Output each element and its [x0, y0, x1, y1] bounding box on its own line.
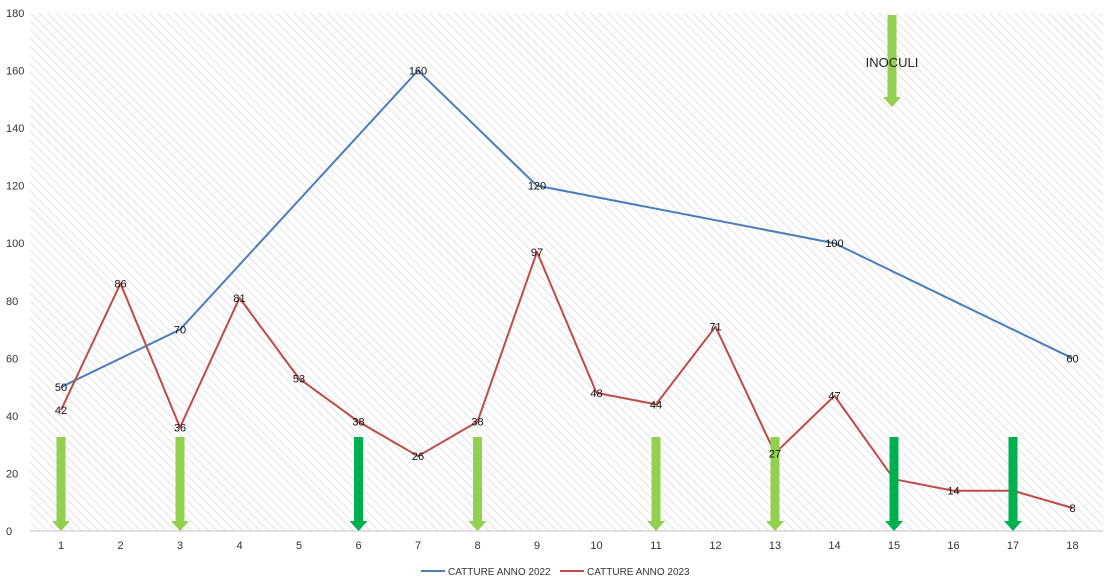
series-lines — [60, 69, 1073, 509]
inoculation-arrow-3 — [171, 437, 189, 531]
x-tick-label: 18 — [1066, 540, 1078, 552]
data-label: 120 — [528, 181, 546, 193]
x-tick-label: 15 — [888, 540, 900, 552]
data-label: 100 — [825, 238, 843, 250]
data-labels: 50 70 160 120 100 60 42 86 36 81 53 38 26 38 97 48 44 71 2… — [55, 66, 1079, 515]
y-tick-label: 180 — [6, 8, 24, 20]
data-label: 14 — [947, 486, 959, 498]
x-axis: 1 2 3 4 5 6 7 8 9 10 11 12 13 14 15 16 17 18 — [58, 540, 1079, 552]
x-tick-label: 4 — [236, 540, 242, 552]
inoculation-arrow-11 — [647, 437, 665, 531]
inoculation-arrow-8 — [468, 437, 487, 531]
y-axis: 0 20 40 60 80 100 120 140 160 180 — [6, 8, 24, 538]
data-label: 97 — [531, 247, 543, 259]
x-tick-label: 16 — [947, 540, 959, 552]
data-label: 71 — [709, 322, 721, 334]
data-label: 160 — [409, 66, 427, 78]
x-tick-label: 9 — [534, 540, 540, 552]
y-tick-label: 40 — [6, 411, 18, 423]
y-tick-label: 100 — [6, 238, 24, 250]
legend-label: CATTURE ANNO 2022 — [448, 567, 551, 578]
y-tick-label: 60 — [6, 353, 18, 365]
y-tick-label: 160 — [6, 66, 24, 78]
data-label: 81 — [233, 293, 245, 305]
x-tick-label: 1 — [58, 540, 64, 552]
y-tick-label: 140 — [6, 123, 24, 135]
series-line-2022 — [60, 69, 1073, 389]
data-label: 36 — [174, 422, 186, 434]
data-label: 70 — [174, 325, 186, 337]
data-label: 42 — [55, 405, 67, 417]
data-label: 50 — [55, 382, 67, 394]
annotation-label: INOCULI — [866, 55, 919, 70]
x-tick-label: 6 — [355, 540, 361, 552]
data-label: 27 — [769, 448, 781, 460]
data-label: 26 — [412, 451, 424, 463]
x-tick-label: 12 — [709, 540, 721, 552]
inoculation-arrow-13 — [766, 437, 784, 531]
x-tick-label: 7 — [415, 540, 421, 552]
x-tick-label: 17 — [1007, 540, 1019, 552]
data-label: 60 — [1066, 353, 1078, 365]
data-label: 38 — [471, 417, 483, 429]
y-tick-label: 0 — [6, 526, 12, 538]
series-line-2023 — [60, 250, 1073, 509]
data-label: 53 — [293, 373, 305, 385]
x-tick-label: 8 — [474, 540, 480, 552]
data-label: 44 — [650, 399, 662, 411]
x-tick-label: 3 — [177, 540, 183, 552]
y-tick-label: 80 — [6, 296, 18, 308]
y-tick-label: 120 — [6, 181, 24, 193]
inoculation-arrow-17 — [1004, 437, 1022, 531]
plot-area — [30, 13, 1103, 531]
inoculation-arrows — [52, 15, 1022, 531]
inoculation-arrow-6 — [349, 437, 368, 531]
data-label: 48 — [590, 388, 602, 400]
x-tick-label: 14 — [828, 540, 840, 552]
x-tick-label: 2 — [117, 540, 123, 552]
legend-label: CATTURE ANNO 2023 — [587, 567, 690, 578]
inoculation-arrow-15 — [885, 437, 903, 531]
data-label: 47 — [828, 391, 840, 403]
x-tick-label: 11 — [650, 540, 661, 552]
x-tick-label: 5 — [296, 540, 302, 552]
x-tick-label: 10 — [590, 540, 602, 552]
legend-item: CATTURE ANNO 2022 — [421, 567, 551, 578]
annotation-arrow — [883, 15, 901, 107]
inoculi-annotation: INOCULI — [866, 55, 919, 70]
inoculation-arrow-1 — [52, 437, 70, 531]
data-label: 38 — [352, 417, 364, 429]
data-label: 8 — [1069, 503, 1075, 515]
x-tick-label: 13 — [769, 540, 781, 552]
legend: CATTURE ANNO 2022 CATTURE ANNO 2023 — [421, 567, 690, 578]
y-tick-label: 20 — [6, 468, 18, 480]
legend-item: CATTURE ANNO 2023 — [560, 567, 690, 578]
data-label: 86 — [114, 279, 126, 291]
